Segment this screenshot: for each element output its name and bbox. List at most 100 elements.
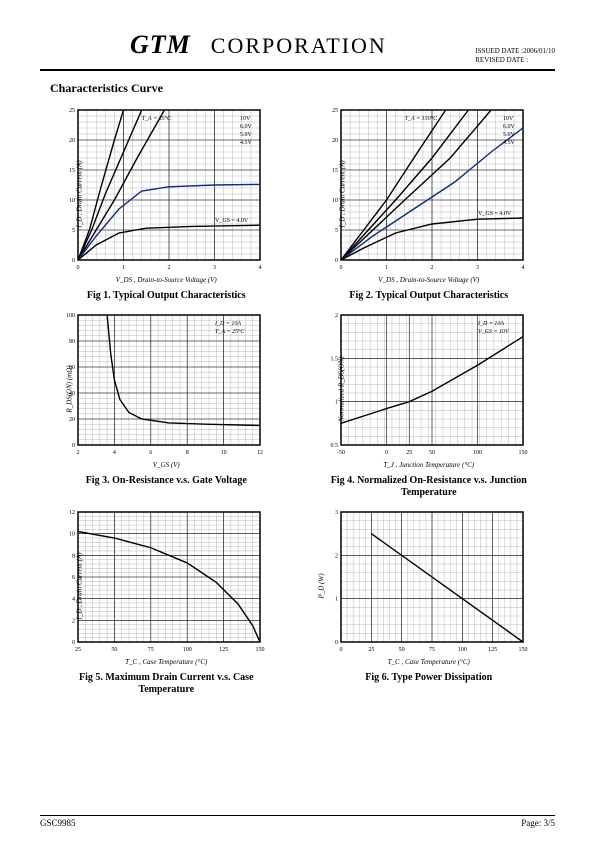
svg-text:0: 0: [335, 258, 338, 264]
svg-text:4.5V: 4.5V: [503, 140, 516, 146]
fig3-chart: 24681012020406080100I_D = 10AT_A = 25°C: [56, 309, 266, 459]
svg-text:-50: -50: [337, 450, 345, 456]
svg-text:10: 10: [69, 531, 75, 537]
svg-text:V_GS = 4.0V: V_GS = 4.0V: [478, 211, 512, 217]
fig6-cell: P_D (W) 02550751001251500123 T_C , Case …: [313, 506, 546, 697]
svg-text:5.0V: 5.0V: [503, 132, 516, 138]
svg-text:80: 80: [69, 339, 75, 345]
fig5-chart: 255075100125150024681012: [56, 506, 266, 656]
svg-text:0: 0: [339, 265, 342, 271]
svg-text:25: 25: [69, 108, 75, 114]
svg-text:150: 150: [518, 450, 527, 456]
fig5-xlabel: T_C , Case Temperature (°C): [56, 658, 276, 666]
svg-text:2: 2: [77, 450, 80, 456]
svg-text:5.0V: 5.0V: [240, 132, 253, 138]
doc-meta: ISSUED DATE :2006/01/10 REVISED DATE :: [475, 47, 555, 65]
svg-text:I_D = 10A: I_D = 10A: [477, 321, 504, 327]
fig1-xlabel: V_DS , Drain-to-Source Voltage (V): [56, 276, 276, 284]
svg-text:10: 10: [221, 450, 227, 456]
svg-text:4.5V: 4.5V: [240, 140, 253, 146]
svg-text:T_A = 25°C: T_A = 25°C: [215, 328, 245, 335]
svg-text:50: 50: [112, 647, 118, 653]
svg-text:3: 3: [476, 265, 479, 271]
svg-text:12: 12: [257, 450, 263, 456]
svg-text:125: 125: [219, 647, 228, 653]
svg-text:20: 20: [69, 138, 75, 144]
part-number: GSC9985: [40, 818, 76, 828]
svg-text:20: 20: [332, 138, 338, 144]
svg-text:25: 25: [75, 647, 81, 653]
svg-text:75: 75: [429, 647, 435, 653]
svg-text:1: 1: [122, 265, 125, 271]
svg-text:3: 3: [335, 510, 338, 516]
svg-text:0.5: 0.5: [330, 443, 338, 449]
svg-text:25: 25: [368, 647, 374, 653]
fig1-chart: 012340510152025T_A = 25°C10V6.0V5.0V4.5V…: [56, 104, 266, 274]
svg-text:0: 0: [335, 640, 338, 646]
svg-text:50: 50: [429, 450, 435, 456]
fig4-xlabel: T_J , Junction Temperature (°C): [319, 461, 539, 469]
svg-text:25: 25: [406, 450, 412, 456]
svg-text:100: 100: [473, 450, 482, 456]
section-title: Characteristics Curve: [50, 81, 555, 96]
fig5-ylabel: I_D , Drain Current (A): [76, 552, 84, 619]
svg-text:0: 0: [72, 258, 75, 264]
fig3-cell: R_DS(ON) (mΩ) 24681012020406080100I_D = …: [50, 309, 283, 500]
svg-text:V_GS = 10V: V_GS = 10V: [478, 329, 510, 335]
fig2-caption: Fig 2. Typical Output Characteristics: [349, 290, 508, 303]
svg-text:0: 0: [385, 450, 388, 456]
svg-text:T_A = 25°C: T_A = 25°C: [142, 115, 172, 122]
svg-text:2: 2: [335, 553, 338, 559]
fig4-caption: Fig 4. Normalized On-Resistance v.s. Jun…: [324, 475, 534, 500]
svg-text:6.0V: 6.0V: [240, 124, 253, 130]
svg-text:12: 12: [69, 510, 75, 516]
svg-text:75: 75: [148, 647, 154, 653]
svg-text:125: 125: [488, 647, 497, 653]
fig3-xlabel: V_GS (V): [56, 461, 276, 469]
svg-text:V_GS = 4.0V: V_GS = 4.0V: [215, 218, 249, 224]
svg-text:50: 50: [398, 647, 404, 653]
fig2-chart: 0 1 2 3 4 0 5 10 15 20 25 T_A = 150°C 10V 6.0V 5.0V 4.5…: [319, 104, 529, 274]
svg-text:4: 4: [113, 450, 116, 456]
svg-text:6: 6: [150, 450, 153, 456]
fig6-chart: 0 25 50 75 100 125 150 0 1 2 3: [319, 506, 529, 656]
svg-text:20: 20: [69, 417, 75, 423]
svg-text:5: 5: [335, 228, 338, 234]
fig4-ylabel: Normalized R_DS(ON): [337, 356, 345, 421]
fig6-caption: Fig 6. Type Power Dissipation: [365, 672, 492, 685]
svg-text:2: 2: [168, 265, 171, 271]
svg-text:I_D = 10A: I_D = 10A: [214, 321, 241, 327]
svg-text:15: 15: [69, 168, 75, 174]
fig6-ylabel: P_D (W): [317, 573, 325, 598]
svg-text:6.0V: 6.0V: [503, 124, 516, 130]
fig4-cell: Normalized R_DS(ON) -50025501001500.511.…: [313, 309, 546, 500]
svg-text:10V: 10V: [240, 116, 251, 122]
svg-text:8: 8: [186, 450, 189, 456]
fig3-caption: Fig 3. On-Resistance v.s. Gate Voltage: [86, 475, 247, 488]
fig3-ylabel: R_DS(ON) (mΩ): [66, 365, 74, 412]
fig5-caption: Fig 5. Maximum Drain Current v.s. Case T…: [61, 672, 271, 697]
svg-text:10: 10: [69, 198, 75, 204]
svg-text:1: 1: [335, 596, 338, 602]
brand: GTM: [130, 30, 191, 60]
svg-text:1: 1: [385, 265, 388, 271]
svg-text:25: 25: [332, 108, 338, 114]
fig2-cell: I_D , Drain Current (A) 012340510152025T…: [313, 104, 546, 303]
svg-text:10V: 10V: [503, 116, 514, 122]
svg-text:5: 5: [72, 228, 75, 234]
svg-text:T_A = 150°C: T_A = 150°C: [404, 115, 437, 122]
svg-text:4: 4: [521, 265, 524, 271]
svg-text:0: 0: [339, 647, 342, 653]
svg-text:15: 15: [332, 168, 338, 174]
svg-text:100: 100: [458, 647, 467, 653]
svg-text:0: 0: [72, 443, 75, 449]
svg-text:2: 2: [335, 313, 338, 319]
fig2-xlabel: V_DS , Drain-to-Source Voltage (V): [319, 276, 539, 284]
corporation: CORPORATION: [211, 33, 387, 59]
svg-text:0: 0: [77, 265, 80, 271]
chart-grid: I_D , Drain Current (A) 012340510152025T…: [40, 104, 555, 697]
svg-text:150: 150: [518, 647, 527, 653]
svg-text:10: 10: [332, 198, 338, 204]
svg-text:2: 2: [430, 265, 433, 271]
svg-text:0: 0: [72, 640, 75, 646]
